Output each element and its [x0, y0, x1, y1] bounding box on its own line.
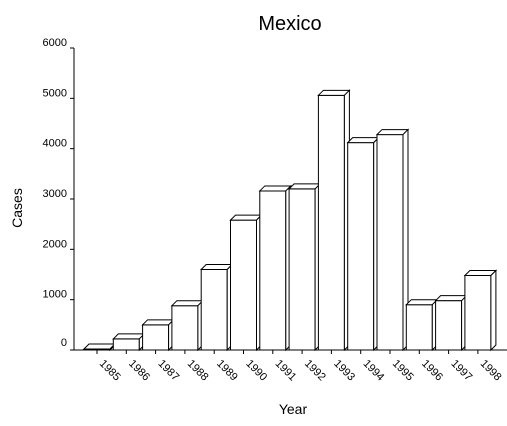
y-tick-label: 0 [61, 337, 67, 349]
bar [141, 318, 175, 352]
bar [434, 294, 468, 352]
bar-front [112, 338, 140, 351]
bar-front [347, 142, 375, 351]
bar-front [142, 324, 170, 351]
x-tick-label: 1985 [97, 358, 123, 384]
bar [82, 342, 117, 352]
x-tick-label: 1989 [214, 358, 240, 384]
bar-front [376, 134, 404, 351]
bar [346, 136, 380, 352]
x-tick-label: 1993 [331, 358, 357, 384]
y-ticks: 0 1000 2000 3000 4000 5000 6000 [43, 37, 74, 351]
x-tick-label: 1995 [390, 358, 416, 384]
x-tick-label: 1990 [243, 358, 269, 384]
bar-front [259, 190, 287, 351]
bar [405, 298, 439, 352]
x-ticks: 1985 1986 1987 1988 1989 1990 1991 1992 1993 1994… [96, 350, 504, 384]
bar-front [230, 219, 257, 351]
y-tick-label: 6000 [43, 37, 67, 49]
x-tick-label: 1986 [126, 358, 152, 384]
bar [199, 263, 234, 352]
bar-front [200, 268, 228, 351]
bar [258, 184, 293, 352]
bar [463, 269, 498, 352]
bar-front [317, 94, 345, 351]
x-axis-label: Year [279, 401, 308, 417]
bar-side [490, 269, 497, 352]
bar [317, 89, 351, 352]
bar [287, 182, 322, 352]
y-tick-label: 3000 [43, 188, 67, 200]
x-tick-label: 1991 [273, 358, 299, 384]
x-tick-label: 1987 [155, 358, 181, 384]
bar [170, 299, 205, 352]
bar-front [405, 304, 433, 351]
x-tick-label: 1997 [448, 358, 474, 384]
x-tick-label: 1994 [361, 358, 387, 384]
x-tick-label: 1992 [302, 358, 328, 384]
x-tick-label: 1998 [478, 358, 504, 384]
chart-title: Mexico [258, 13, 321, 35]
bar-front [464, 275, 492, 351]
x-tick-label: 1988 [185, 358, 211, 384]
y-tick-label: 4000 [43, 138, 67, 150]
bar [229, 213, 263, 352]
y-axis-label: Cases [9, 188, 25, 228]
y-tick-label: 5000 [43, 87, 67, 99]
y-tick-label: 2000 [43, 238, 67, 250]
bar-front [435, 300, 463, 351]
bar-front [288, 188, 316, 351]
bar [112, 332, 146, 352]
bar [375, 128, 410, 352]
x-tick-label: 1996 [419, 358, 445, 384]
y-tick-label: 1000 [43, 289, 67, 301]
bars [82, 89, 498, 352]
bar-front [171, 305, 199, 351]
